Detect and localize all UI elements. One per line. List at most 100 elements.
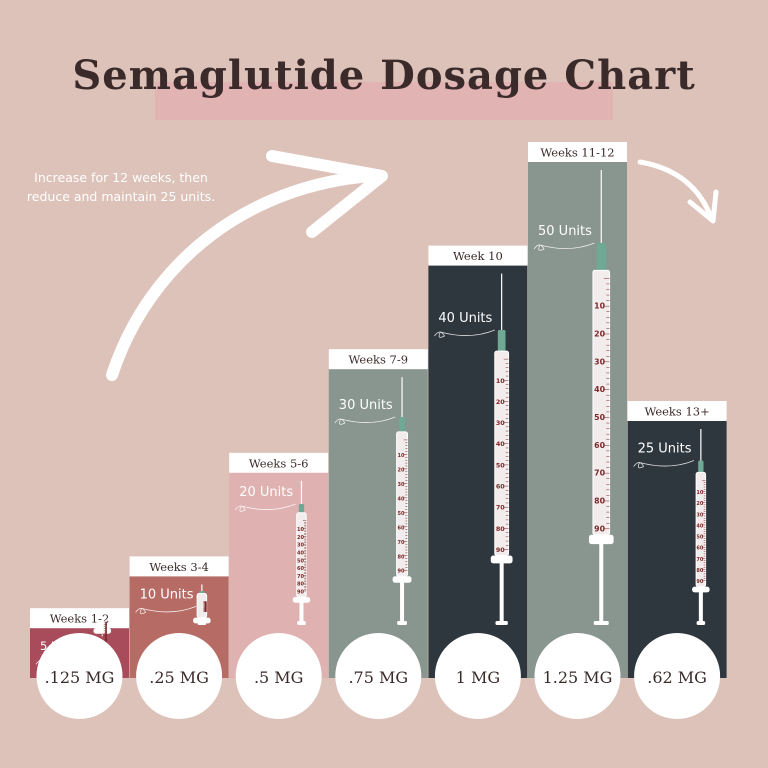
bar-header — [528, 142, 627, 162]
syringe-tick-label: 30 — [297, 543, 304, 549]
bar-header — [129, 556, 229, 577]
syringe-tick-label: 30 — [496, 419, 505, 427]
syringe-tick-label: 80 — [397, 554, 404, 560]
syringe-hub — [298, 504, 305, 513]
syringe-tick-label: 20 — [397, 467, 404, 473]
syringe-tick-label: 20 — [297, 535, 304, 541]
page-title: Semaglutide Dosage Chart — [72, 52, 696, 99]
syringe-tick-label: 40 — [397, 496, 404, 502]
dose-label: .25 MG — [149, 668, 209, 687]
units-label: 20 Units — [239, 485, 293, 500]
syringe-tick-label: 50 — [297, 558, 304, 564]
dose-label: 1 MG — [456, 668, 500, 687]
week-label: Weeks 13+ — [644, 405, 709, 419]
reduce-arrow-head — [687, 189, 719, 224]
syringe-rod — [698, 591, 703, 621]
bar-group: Weeks 3-4 10 Units .25 MG — [129, 556, 229, 719]
syringe-thumb-rest — [593, 621, 609, 625]
bar-group: Weeks 7-9 30 Units 10 20 30 40 50 60 70 80 90 .75 M… — [328, 349, 428, 719]
units-label: 30 Units — [339, 398, 393, 413]
syringe-tick-label: 10 — [397, 453, 404, 459]
syringe-tick-label: 30 — [594, 357, 605, 366]
increase-arrow-icon — [106, 150, 388, 381]
week-label: Week 10 — [453, 249, 503, 263]
syringe-icon — [93, 621, 112, 643]
syringe-tick-label: 30 — [397, 482, 404, 488]
syringe-icon: 10 20 30 40 50 60 70 80 90 — [692, 429, 710, 625]
squiggle-icon — [633, 460, 695, 469]
dosage-note: Increase for 12 weeks, then reduce and m… — [10, 168, 232, 206]
dosage-note-line-2: reduce and maintain 25 units. — [26, 189, 216, 204]
dose-circle — [534, 633, 621, 719]
dose-circle — [335, 633, 422, 719]
syringe-rod — [499, 560, 504, 621]
syringe-rod — [299, 601, 304, 621]
syringe-tick-label: 90 — [496, 546, 505, 554]
syringe-hub — [399, 417, 406, 432]
bar-group: Weeks 1-25 Units.125 MG — [30, 608, 129, 719]
syringe-tick-label: 20 — [496, 398, 505, 406]
syringe-rod — [599, 539, 604, 621]
syringe-tick-label: 50 — [496, 461, 505, 469]
syringe-tick-label: 50 — [594, 413, 605, 422]
units-label: 25 Units — [638, 442, 692, 457]
increase-arrow-head — [266, 150, 388, 238]
syringe-tick-label: 70 — [594, 469, 605, 478]
syringe-tick-label: 30 — [696, 512, 703, 518]
syringe-tick-label: 40 — [696, 523, 703, 529]
syringe-tick-label: 80 — [696, 568, 703, 574]
syringe-tick-label: 80 — [496, 525, 505, 533]
syringe-tick-label: 20 — [594, 329, 605, 338]
syringe-flange — [490, 555, 513, 564]
dose-label: 1.25 MG — [543, 668, 613, 687]
squiggle-icon — [434, 329, 496, 338]
syringe-tick-label: 60 — [594, 441, 605, 450]
units-label: 50 Units — [538, 224, 592, 239]
syringe-icon: 10 20 30 40 50 60 70 80 90 — [588, 170, 614, 625]
syringe-tick-label: 60 — [696, 546, 703, 552]
syringe-tick-label: 90 — [297, 589, 304, 595]
syringe-tick-label: 10 — [696, 490, 703, 496]
syringe-tick-label: 80 — [594, 496, 605, 505]
reduce-arrow-icon — [637, 159, 719, 224]
dose-circle — [434, 633, 521, 719]
syringe-tick-label: 50 — [397, 511, 404, 517]
squiggle-icon — [334, 416, 396, 425]
bar-header — [428, 245, 528, 266]
dose-circle — [36, 633, 123, 719]
syringe-tick-label: 70 — [297, 574, 304, 580]
week-label: Weeks 1-2 — [50, 612, 110, 626]
syringe-tick-label: 20 — [696, 501, 703, 507]
syringe-icon: 10 20 30 40 50 60 70 80 90 — [490, 273, 513, 625]
syringe-tick-label: 80 — [297, 582, 304, 588]
syringe-hub — [497, 329, 506, 352]
bar-header — [328, 349, 428, 370]
dose-label: .62 MG — [647, 668, 707, 687]
increase-arrow-shaft — [106, 170, 378, 381]
bar-group: Week 10 40 Units 10 20 30 40 50 60 70 80 90 1 MG — [428, 245, 528, 719]
units-label: 10 Units — [140, 587, 194, 602]
reduce-arrow-shaft — [637, 159, 715, 223]
syringe-tick-label: 40 — [297, 550, 304, 556]
syringe-tick-label: 70 — [696, 557, 703, 563]
syringe-thumb-rest — [297, 621, 306, 625]
syringe-tick-label: 60 — [297, 566, 304, 572]
syringe-tick-label: 70 — [397, 540, 404, 546]
week-label: Weeks 3-4 — [149, 560, 209, 574]
dose-circle — [136, 633, 223, 719]
syringe-thumb-rest — [696, 621, 706, 625]
syringe-tick-label: 90 — [696, 579, 703, 585]
syringe-flange — [193, 617, 211, 624]
syringe-flange — [692, 586, 710, 593]
syringe-tick-label: 90 — [594, 524, 605, 533]
syringe-hub — [199, 591, 205, 594]
syringe-tick-label: 50 — [696, 535, 703, 541]
syringe-thumb-rest — [397, 621, 407, 625]
dose-label: .75 MG — [348, 668, 408, 687]
bar-group: Weeks 13+ 25 Units 10 20 30 40 50 60 70 80 90 .62 M… — [627, 401, 727, 719]
syringe-icon — [193, 584, 211, 625]
bar — [328, 367, 428, 678]
syringe-tick-label: 70 — [496, 504, 505, 512]
